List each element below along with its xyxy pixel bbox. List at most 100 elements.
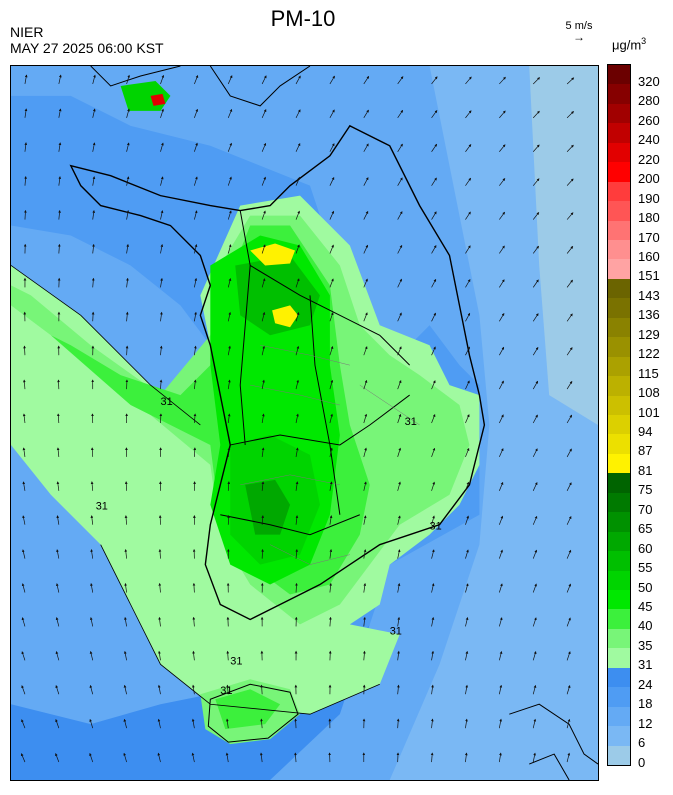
wind-vector-arrow	[363, 143, 369, 152]
wind-vector-arrow	[261, 75, 267, 85]
legend-swatch	[608, 201, 630, 222]
datetime-label: MAY 27 2025 06:00 KST	[10, 40, 164, 56]
wind-vector-arrow	[160, 277, 163, 288]
wind-vector-arrow	[498, 650, 503, 661]
wind-vector-arrow	[465, 583, 469, 593]
wind-vector-arrow	[532, 684, 537, 695]
wind-vector-arrow	[499, 448, 504, 458]
wind-vector-arrow	[261, 278, 266, 288]
wind-vector-arrow	[431, 684, 434, 695]
wind-scale-label: 5 m/s	[565, 20, 593, 32]
wind-vector-arrow	[329, 582, 333, 593]
wind-vector-arrow	[566, 752, 571, 763]
wind-vector-arrow	[124, 549, 128, 559]
wind-vector-arrow	[295, 345, 300, 356]
wind-vector-arrow	[329, 244, 334, 254]
wind-vector-arrow	[464, 752, 468, 763]
legend-label: 170	[638, 229, 660, 245]
concentration-area-55	[235, 255, 320, 336]
wind-vector-arrow	[261, 481, 265, 491]
wind-vector-arrow	[532, 482, 538, 491]
wind-vector-arrow	[431, 346, 436, 356]
legend-label: 320	[638, 74, 660, 89]
wind-vector-arrow	[160, 243, 164, 254]
legend-swatch	[608, 687, 630, 708]
wind-vector-arrow	[23, 209, 27, 220]
wind-vector-arrow	[397, 177, 403, 186]
wind-vector-arrow	[90, 549, 94, 559]
wind-vector-arrow	[397, 583, 401, 593]
wind-vector-arrow	[431, 177, 437, 186]
wind-vector-arrow	[92, 176, 96, 186]
wind-vector-arrow	[194, 277, 198, 288]
wind-vector-arrow	[329, 176, 335, 186]
wind-vector-arrow	[566, 144, 574, 153]
legend-label: 0	[638, 754, 646, 770]
wind-vector-arrow	[295, 481, 299, 491]
wind-vector-arrow	[532, 414, 538, 424]
wind-vector-arrow	[126, 243, 130, 254]
wind-vector-arrow	[226, 684, 229, 695]
wind-vector-arrow	[499, 110, 506, 119]
wind-vector-arrow	[499, 279, 505, 288]
wind-vector-arrow	[194, 176, 198, 186]
wind-vector-field	[20, 74, 575, 763]
wind-vector-arrow	[431, 380, 436, 390]
wind-vector-arrow	[329, 143, 335, 152]
wind-vector-arrow	[566, 515, 572, 525]
legend-label: 190	[638, 190, 660, 206]
wind-vector-arrow	[532, 211, 540, 220]
legend-label: 50	[638, 579, 653, 595]
wind-vector-arrow	[566, 212, 574, 220]
wind-vector-arrow	[465, 76, 472, 85]
wind-vector-arrow	[194, 210, 198, 220]
wind-vector-arrow	[160, 142, 164, 152]
legend-label: 108	[638, 385, 660, 401]
wind-vector-arrow	[56, 481, 60, 491]
legend-swatch	[608, 356, 630, 377]
legend-swatch	[608, 395, 630, 416]
contour-label: 31	[405, 416, 417, 428]
legend-label: 115	[638, 365, 659, 381]
wind-vector-arrow	[566, 178, 574, 186]
wind-vector-arrow	[397, 413, 402, 424]
wind-vector-arrow	[397, 76, 404, 85]
legend-label: 160	[638, 249, 660, 264]
wind-vector-arrow	[192, 582, 196, 593]
wind-vector-arrow	[261, 345, 266, 356]
wind-vector-arrow	[532, 178, 540, 186]
wind-vector-arrow	[191, 752, 195, 763]
wind-vector-arrow	[57, 243, 61, 254]
legend-label: 35	[638, 637, 653, 653]
legend-label: 31	[638, 657, 653, 673]
unit-label: μg/m3	[612, 36, 646, 52]
wind-vector-arrow	[90, 583, 94, 593]
wind-vector-arrow	[465, 617, 469, 627]
wind-vector-arrow	[363, 312, 368, 322]
wind-vector-arrow	[532, 245, 539, 254]
wind-vector-arrow	[499, 211, 505, 220]
wind-vector-arrow	[227, 142, 232, 152]
wind-vector-arrow	[498, 752, 502, 763]
legend-swatch	[608, 181, 630, 202]
wind-vector-arrow	[92, 142, 96, 152]
wind-vector-arrow	[22, 413, 26, 424]
wind-vector-arrow	[194, 108, 199, 118]
wind-vector-arrow	[532, 346, 539, 356]
wind-vector-arrow	[226, 650, 230, 661]
wind-vector-arrow	[363, 616, 366, 627]
province-boundary	[220, 210, 410, 536]
wind-vector-arrow	[22, 549, 26, 559]
legend-swatch	[608, 726, 630, 747]
wind-vector-arrow	[295, 548, 299, 559]
wind-vector-arrow	[566, 448, 572, 458]
wind-vector-arrow	[396, 684, 400, 695]
wind-vector-arrow	[22, 515, 26, 525]
wind-vector-arrow	[90, 515, 94, 525]
wind-vector-arrow	[397, 616, 401, 627]
wind-vector-arrow	[89, 650, 94, 661]
wind-vector-arrow	[58, 108, 62, 118]
wind-vector-arrow	[566, 347, 573, 356]
wind-vector-arrow	[194, 311, 197, 322]
wind-vector-arrow	[397, 278, 402, 288]
